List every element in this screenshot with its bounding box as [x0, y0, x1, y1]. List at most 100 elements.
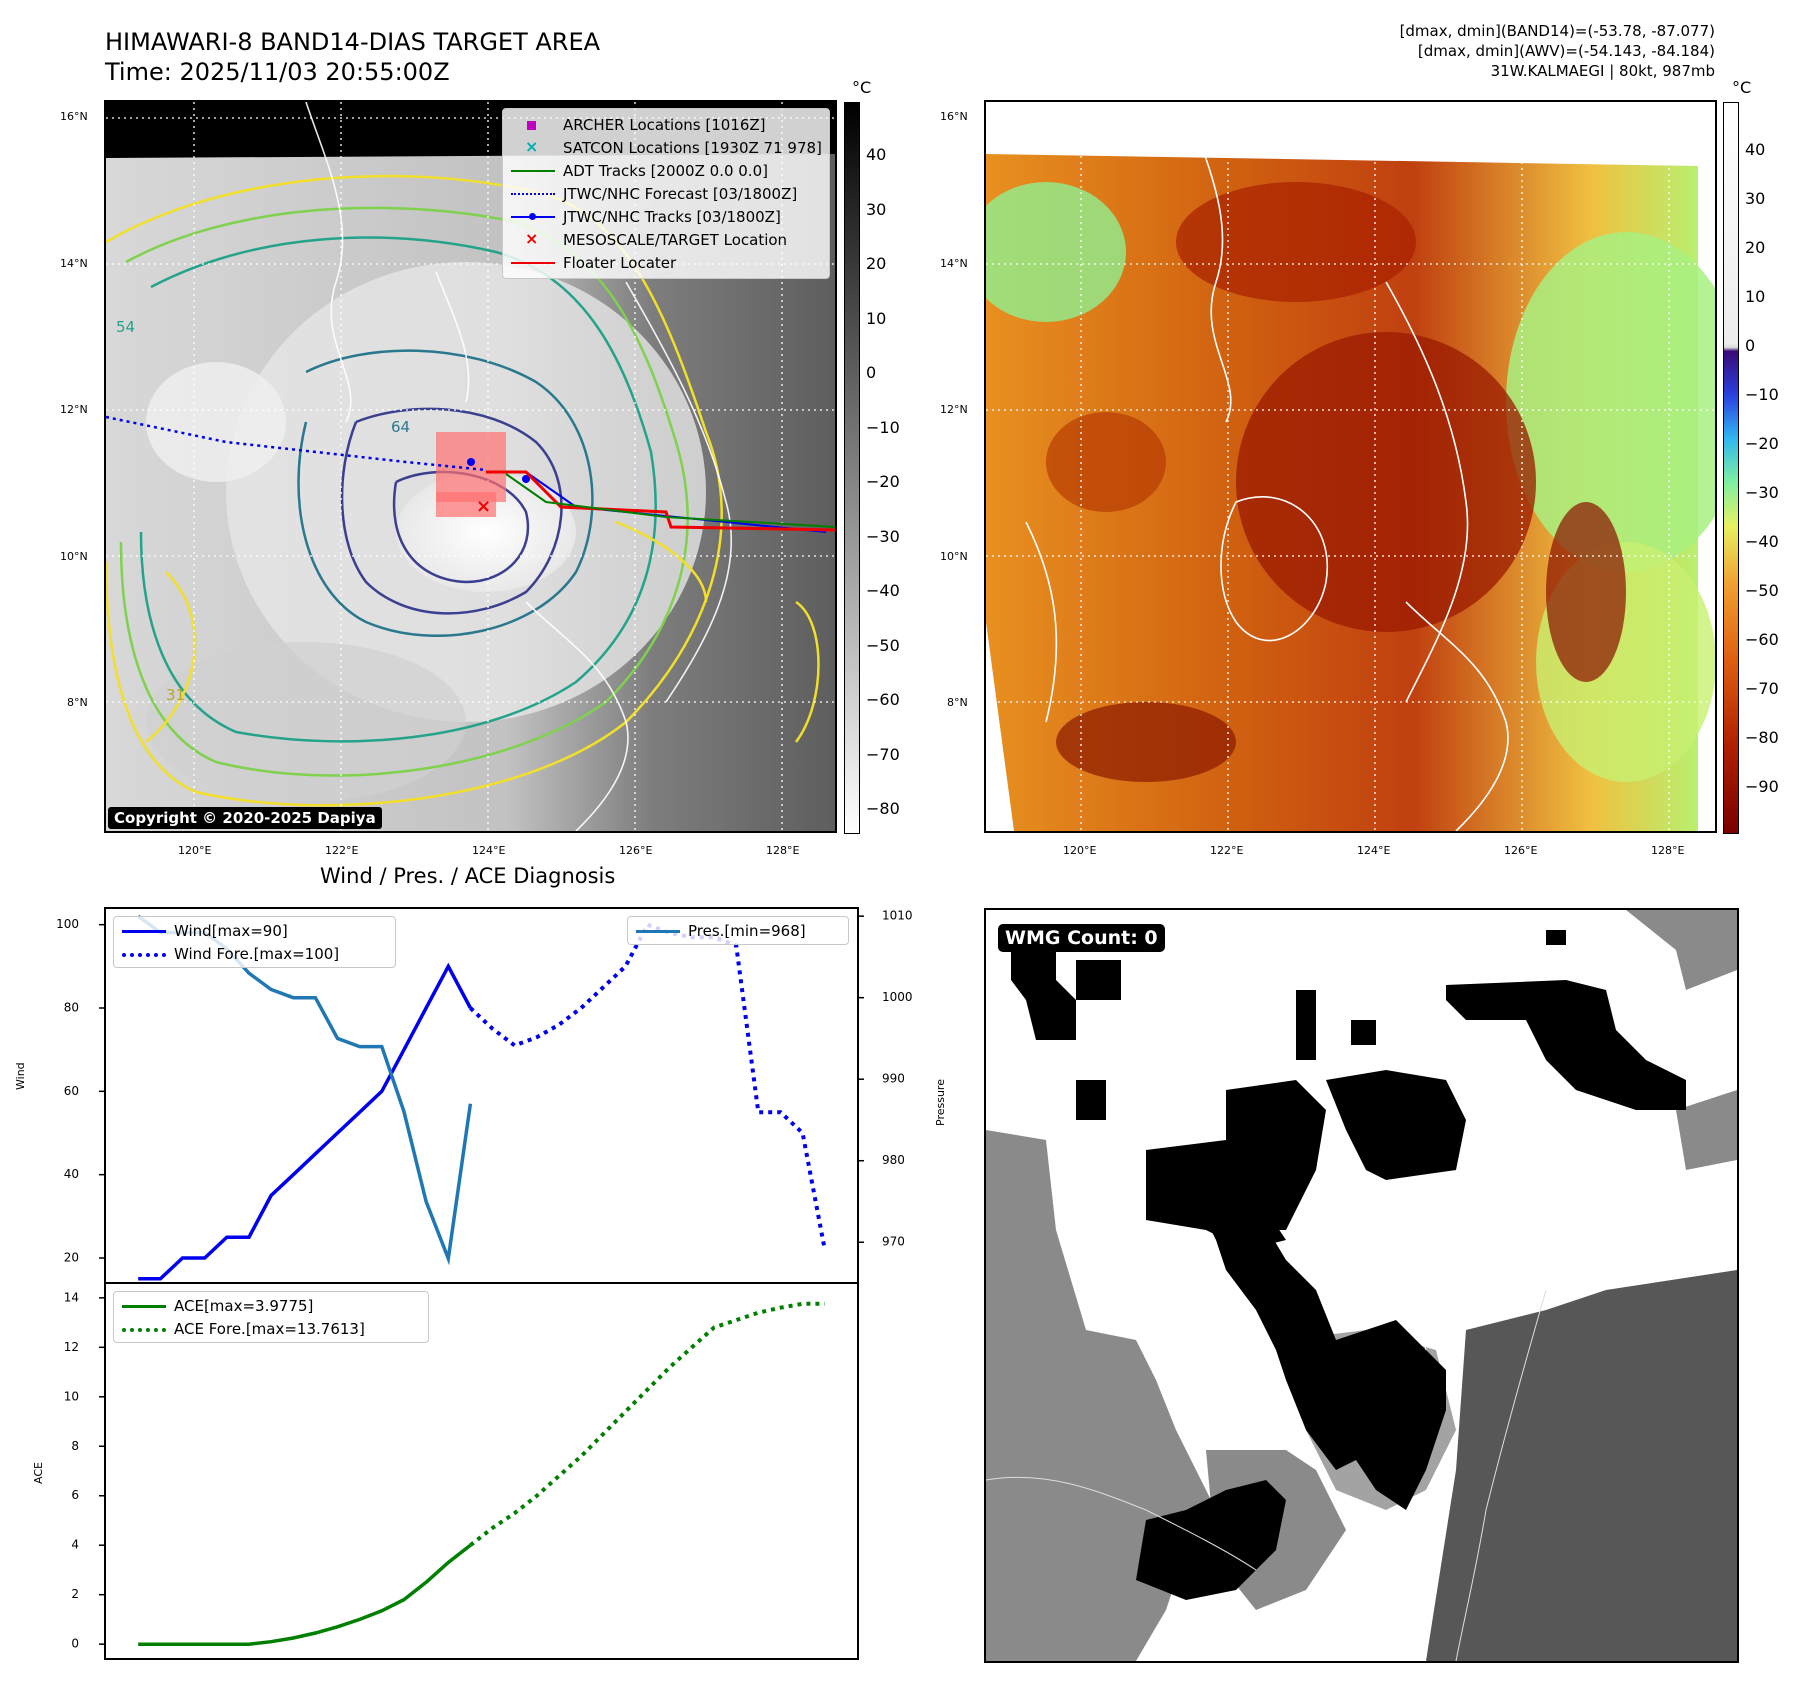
- awv-colorbar-tick: 30: [1745, 189, 1766, 208]
- ace-tick-label: 6: [71, 1488, 79, 1502]
- pressure-tick-label: 1010: [882, 909, 913, 923]
- wind-legend: Wind[max=90] Wind Fore.[max=100]: [113, 916, 396, 968]
- diagnosis-title: Wind / Pres. / ACE Diagnosis: [320, 864, 616, 888]
- ace-tick-label: 4: [71, 1538, 79, 1552]
- legend-ace-fore: ACE Fore.[max=13.7613]: [122, 1317, 420, 1340]
- awv-lat-10: 10°N: [940, 550, 968, 563]
- awv-colorbar-tick: 20: [1745, 238, 1766, 257]
- wind-tick-label: 80: [64, 1001, 79, 1015]
- legend-jtwc-forecast: JTWC/NHC Forecast [03/1800Z]: [511, 182, 821, 205]
- ir-colorbar-tick: −50: [866, 635, 900, 655]
- awv-lat-8: 8°N: [947, 696, 968, 709]
- legend-mesoscale: × MESOSCALE/TARGET Location: [525, 228, 788, 249]
- awv-colorbar-tick: 0: [1745, 336, 1756, 355]
- wind-forecast-series-line: [469, 922, 827, 1251]
- ir-lon-128: 128°E: [766, 844, 800, 857]
- pressure-tick-label: 980: [882, 1153, 905, 1167]
- ir-legend: ARCHER Locations [1016Z] × SATCON Locati…: [502, 108, 830, 279]
- legend-jtwc-forecast-label: JTWC/NHC Forecast [03/1800Z]: [563, 184, 798, 203]
- ace-series-line: [138, 1543, 472, 1646]
- ir-map-panel: × 64 31 54 ARCHER Locations [1016Z] × SA…: [104, 100, 837, 833]
- legend-ace: ACE[max=3.9775]: [122, 1294, 420, 1317]
- ace-tick-label: 2: [71, 1587, 79, 1601]
- ir-colorbar-tick: 20: [866, 254, 887, 273]
- ace-tick-label: 0: [71, 1637, 79, 1651]
- awv-colorbar-tick: −80: [1745, 728, 1779, 747]
- legend-wind-fore-label: Wind Fore.[max=100]: [174, 944, 340, 963]
- contour-label-31: 31: [166, 686, 185, 704]
- awv-lon-126: 126°E: [1504, 844, 1538, 857]
- legend-floater: Floater Locater: [511, 251, 821, 274]
- ir-lon-120: 120°E: [178, 844, 212, 857]
- stats-line3: 31W.KALMAEGI | 80kt, 987mb: [1490, 62, 1715, 80]
- awv-colorbar-tick: −70: [1745, 679, 1779, 698]
- ir-colorbar-tick: −60: [866, 690, 900, 709]
- ir-colorbar-tick: −70: [866, 744, 900, 764]
- ir-coastlines: [305, 102, 733, 831]
- ace-tick-label: 8: [71, 1439, 79, 1453]
- ir-lon-122: 122°E: [325, 844, 359, 857]
- wind-tick-label: 100: [56, 917, 79, 931]
- ir-colorbar-tick: 30: [866, 199, 887, 219]
- ir-lat-14: 14°N: [60, 257, 88, 270]
- legend-mesoscale-label: MESOSCALE/TARGET Location: [563, 230, 788, 249]
- ace-forecast-series-line: [469, 1301, 825, 1547]
- awv-colorbar-tick: 10: [1745, 287, 1766, 306]
- wmg-panel: WMG Count: 0: [984, 908, 1739, 1663]
- awv-colorbar-unit: °C: [1732, 78, 1752, 97]
- legend-satcon: × SATCON Locations [1930Z 71 978]: [525, 136, 822, 157]
- pressure-tick-label: 970: [882, 1235, 905, 1249]
- ace-legend: ACE[max=3.9775] ACE Fore.[max=13.7613]: [113, 1291, 429, 1343]
- stats-line1: [dmax, dmin](BAND14)=(-53.78, -87.077): [1399, 22, 1715, 40]
- awv-lon-122: 122°E: [1210, 844, 1244, 857]
- ir-colorbar-tick: 10: [866, 308, 887, 328]
- chart-title-line1: HIMAWARI-8 BAND14-DIAS TARGET AREA: [105, 28, 601, 56]
- ir-lat-10: 10°N: [60, 550, 88, 563]
- ir-lon-124: 124°E: [472, 844, 506, 857]
- legend-jtwc-tracks-label: JTWC/NHC Tracks [03/1800Z]: [563, 207, 781, 226]
- wind-tick-label: 20: [64, 1251, 79, 1265]
- wmg-canvas: [986, 910, 1737, 1661]
- pressure-tick-label: 1000: [882, 990, 913, 1004]
- legend-pres: Pres.[min=968]: [636, 919, 840, 942]
- ir-contours: [106, 174, 820, 807]
- awv-lat-16: 16°N: [940, 110, 968, 123]
- wmg-black-regions: [1011, 930, 1686, 1600]
- awv-colorbar-tick: −90: [1745, 777, 1779, 796]
- ace-tick-label: 14: [64, 1290, 79, 1304]
- wind-tick-label: 40: [64, 1167, 79, 1181]
- awv-colorbar-tick: −50: [1745, 581, 1779, 600]
- awv-colorbar-tick: −30: [1745, 483, 1779, 502]
- legend-ace-fore-label: ACE Fore.[max=13.7613]: [174, 1319, 365, 1338]
- wind-series-line: [138, 962, 472, 1281]
- ir-lat-8: 8°N: [67, 696, 88, 709]
- chart-title-line2: Time: 2025/11/03 20:55:00Z: [105, 58, 450, 86]
- legend-ace-label: ACE[max=3.9775]: [174, 1296, 314, 1315]
- ir-colorbar-tick: −30: [866, 526, 900, 546]
- awv-lon-124: 124°E: [1357, 844, 1391, 857]
- ir-colorbar-tick: −10: [866, 417, 900, 437]
- wind-plot: [137, 914, 827, 1281]
- ir-lon-126: 126°E: [619, 844, 653, 857]
- jtwc-forecast-track: [106, 415, 487, 472]
- stats-line2: [dmax, dmin](AWV)=(-54.143, -84.184): [1417, 42, 1715, 60]
- awv-lat-12: 12°N: [940, 403, 968, 416]
- ir-colorbar-unit: °C: [852, 78, 872, 97]
- ir-map-canvas: × 64 31 54: [106, 102, 835, 831]
- copyright-badge: Copyright © 2020-2025 Dapiya: [108, 807, 382, 829]
- wind-tick-label: 60: [64, 1084, 79, 1098]
- legend-pres-label: Pres.[min=968]: [688, 921, 806, 940]
- ir-colorbar-tick: −80: [866, 799, 900, 818]
- awv-colorbar-tick: −40: [1745, 532, 1779, 551]
- legend-floater-label: Floater Locater: [563, 253, 677, 272]
- legend-adt: ADT Tracks [2000Z 0.0 0.0]: [511, 159, 821, 182]
- wmg-dark-region: [1426, 1270, 1737, 1661]
- legend-archer: ARCHER Locations [1016Z]: [511, 113, 821, 136]
- awv-colorbar-tick: −10: [1745, 385, 1779, 404]
- legend-wind-label: Wind[max=90]: [174, 921, 288, 940]
- ace-tick-label: 10: [64, 1389, 79, 1403]
- ace-plot: [138, 1301, 825, 1646]
- adt-track: [505, 473, 835, 528]
- ir-colorbar-tick: 40: [866, 145, 887, 164]
